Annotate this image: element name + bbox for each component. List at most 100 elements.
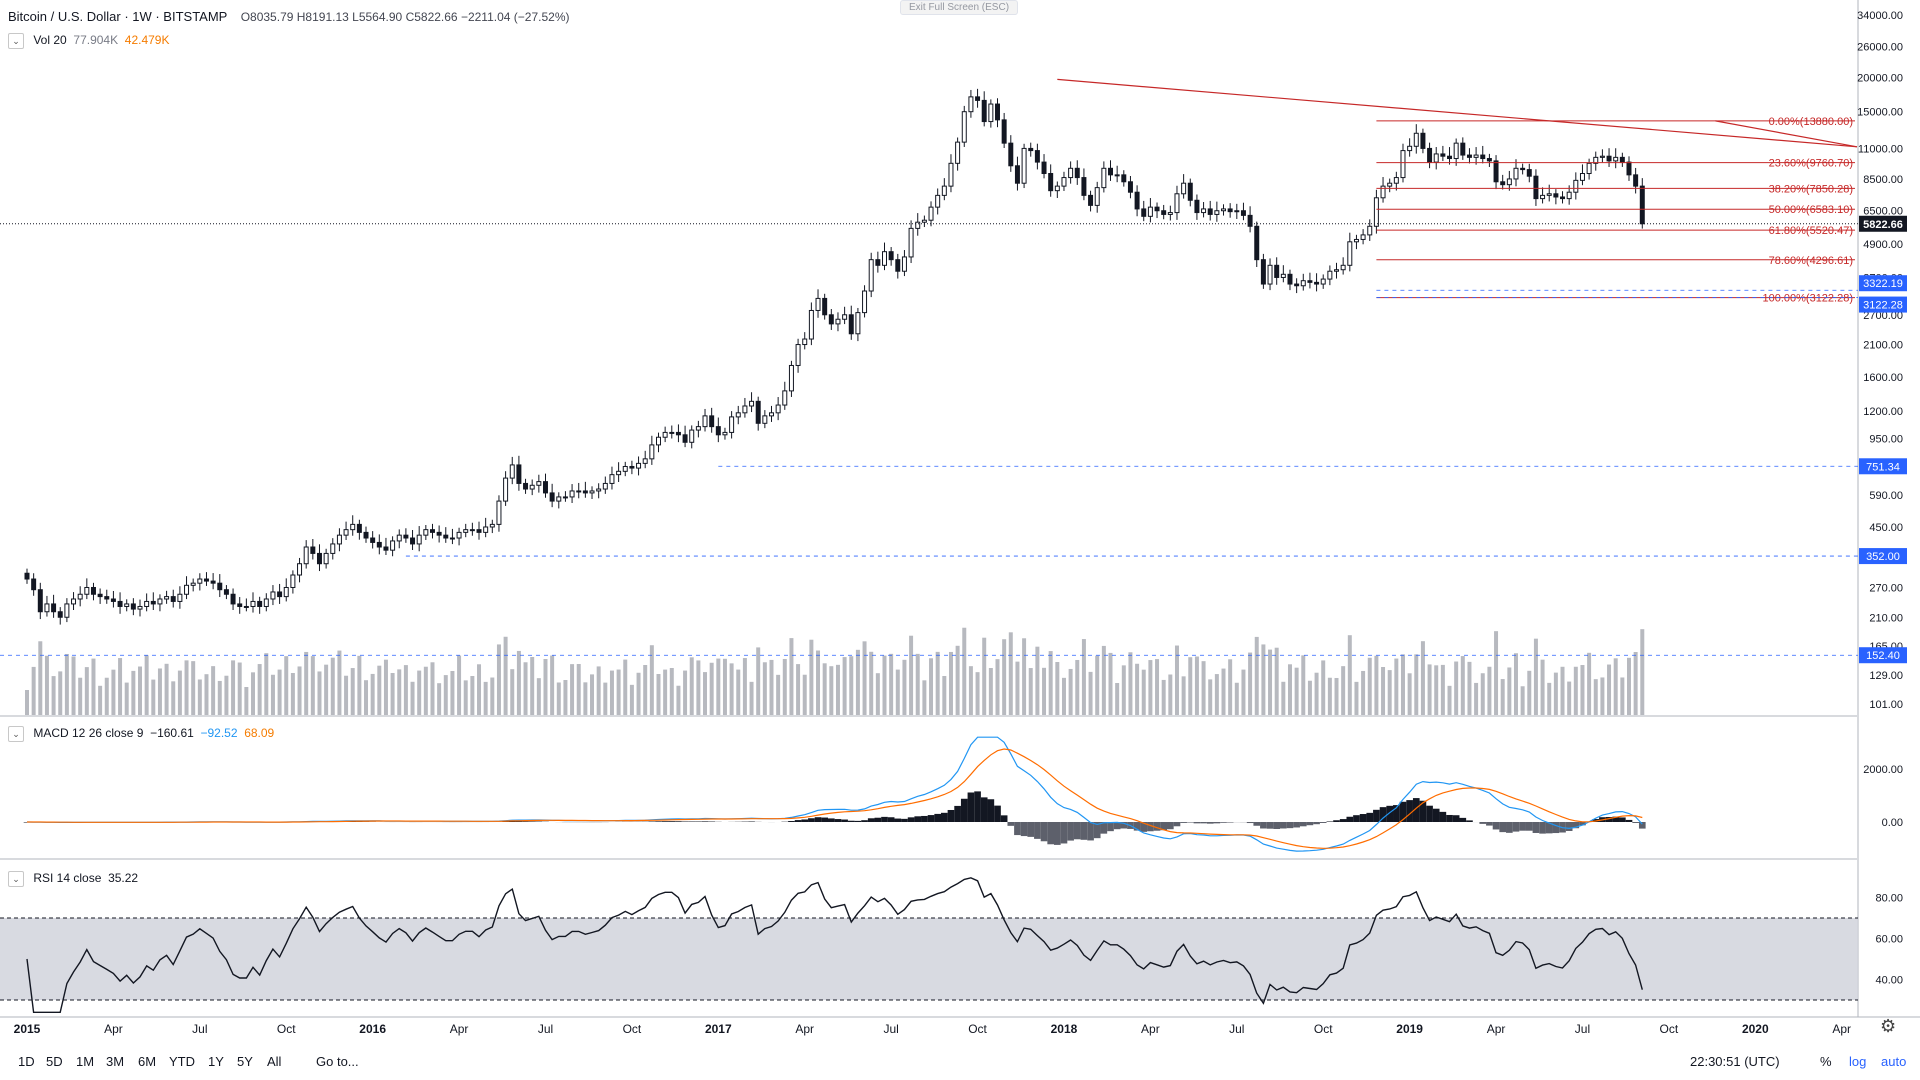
- candle: [569, 484, 575, 504]
- candle: [51, 594, 57, 618]
- candle: [1287, 269, 1293, 291]
- candle-body: [1373, 197, 1379, 227]
- collapse-chevron-icon[interactable]: ⌄: [8, 726, 24, 742]
- volume-bar: [350, 668, 355, 715]
- volume-bar: [144, 655, 149, 715]
- volume-bar: [503, 636, 508, 715]
- rsi-legend-name[interactable]: RSI 14 close: [33, 871, 102, 886]
- volume-bar: [1494, 631, 1499, 715]
- volume-bar: [430, 662, 435, 715]
- volume-bar: [417, 670, 422, 715]
- exit-fullscreen-button[interactable]: Exit Full Screen (ESC): [900, 0, 1019, 15]
- macd-hist-bar: [515, 821, 523, 822]
- candle-body: [542, 481, 548, 494]
- candle: [223, 585, 229, 600]
- range-1d[interactable]: 1D: [18, 1054, 35, 1069]
- macd-hist-bar: [827, 818, 835, 822]
- volume-bar: [1513, 653, 1518, 715]
- macd-hist-bar: [980, 797, 988, 822]
- volume-bar: [124, 682, 129, 715]
- candle: [1320, 274, 1326, 289]
- candle: [243, 598, 249, 612]
- candle-body: [1167, 212, 1173, 215]
- volume-bar: [357, 655, 362, 715]
- volume-bar: [1281, 681, 1286, 715]
- macd-histogram: [23, 791, 1646, 845]
- candle-body: [1447, 155, 1453, 160]
- macd-hist-bar: [1319, 822, 1327, 823]
- volume-bar: [1121, 665, 1126, 715]
- candle-body: [1380, 185, 1386, 199]
- candle: [862, 285, 868, 318]
- collapse-chevron-icon[interactable]: ⌄: [8, 33, 24, 49]
- macd-hist-bar: [1040, 822, 1048, 842]
- candle: [715, 417, 721, 443]
- macd-hist-bar: [1313, 822, 1320, 825]
- range-1m[interactable]: 1M: [76, 1054, 95, 1069]
- candle-body: [802, 338, 808, 346]
- volume-bar: [1387, 670, 1392, 715]
- range-5d[interactable]: 5D: [46, 1054, 63, 1069]
- gear-icon[interactable]: ⚙: [1880, 1016, 1897, 1036]
- volume-bar: [1327, 677, 1332, 715]
- macd-legend-name[interactable]: MACD 12 26 close 9: [33, 726, 144, 741]
- candle: [1267, 258, 1273, 291]
- candle-body: [702, 415, 708, 428]
- volume-bar: [1294, 667, 1299, 715]
- volume-bar: [1460, 656, 1465, 715]
- symbol-title[interactable]: Bitcoin / U.S. Dollar · 1W · BITSTAMP: [8, 9, 228, 24]
- candle: [1061, 171, 1067, 191]
- candle-body: [1639, 185, 1645, 225]
- collapse-chevron-icon[interactable]: ⌄: [8, 871, 24, 887]
- candle-body: [290, 574, 296, 588]
- range-3m[interactable]: 3M: [106, 1054, 125, 1069]
- candle: [64, 598, 70, 623]
- macd-hist-bar: [1506, 822, 1513, 833]
- candle-body: [602, 482, 608, 490]
- candle: [137, 599, 143, 617]
- macd-hist-bar: [661, 821, 669, 822]
- candle: [596, 483, 602, 499]
- candle: [1240, 202, 1246, 221]
- candle: [775, 397, 781, 421]
- percent-toggle[interactable]: %: [1820, 1054, 1832, 1069]
- macd-hist-bar: [1492, 822, 1500, 830]
- vol-legend-name[interactable]: Vol 20: [33, 33, 67, 48]
- goto-button[interactable]: Go to...: [316, 1054, 359, 1069]
- candle: [1440, 145, 1446, 162]
- candle: [150, 592, 156, 611]
- candle: [955, 137, 961, 171]
- range-1y[interactable]: 1Y: [208, 1054, 224, 1069]
- volume-bar: [656, 674, 661, 715]
- candle: [476, 521, 482, 540]
- volume-bar: [277, 669, 282, 715]
- range-6m[interactable]: 6M: [138, 1054, 157, 1069]
- candle-body: [769, 412, 774, 417]
- candle: [1327, 265, 1333, 286]
- macd-hist-bar: [1120, 822, 1128, 829]
- log-toggle[interactable]: log: [1849, 1054, 1867, 1069]
- volume-bar: [184, 660, 189, 715]
- candle: [1034, 143, 1040, 170]
- volume-bar: [58, 671, 63, 715]
- macd-hist-bar: [1113, 822, 1121, 830]
- candle-body: [842, 314, 848, 320]
- candle: [1127, 175, 1133, 199]
- range-5y[interactable]: 5Y: [237, 1054, 253, 1069]
- volume-bar: [676, 685, 681, 715]
- range-ytd[interactable]: YTD: [169, 1054, 195, 1069]
- candle: [1167, 205, 1173, 221]
- candle: [316, 544, 322, 572]
- candle-body: [695, 426, 701, 431]
- price-label-bg: [1859, 647, 1907, 664]
- candle-body: [1480, 154, 1486, 160]
- range-all[interactable]: All: [267, 1054, 282, 1069]
- volume-bar: [264, 653, 269, 715]
- candle: [609, 466, 615, 490]
- candle-body: [376, 541, 382, 548]
- macd-hist-bar: [675, 821, 682, 822]
- candle: [928, 201, 934, 227]
- auto-toggle[interactable]: auto: [1881, 1054, 1907, 1069]
- candle-body: [955, 141, 961, 164]
